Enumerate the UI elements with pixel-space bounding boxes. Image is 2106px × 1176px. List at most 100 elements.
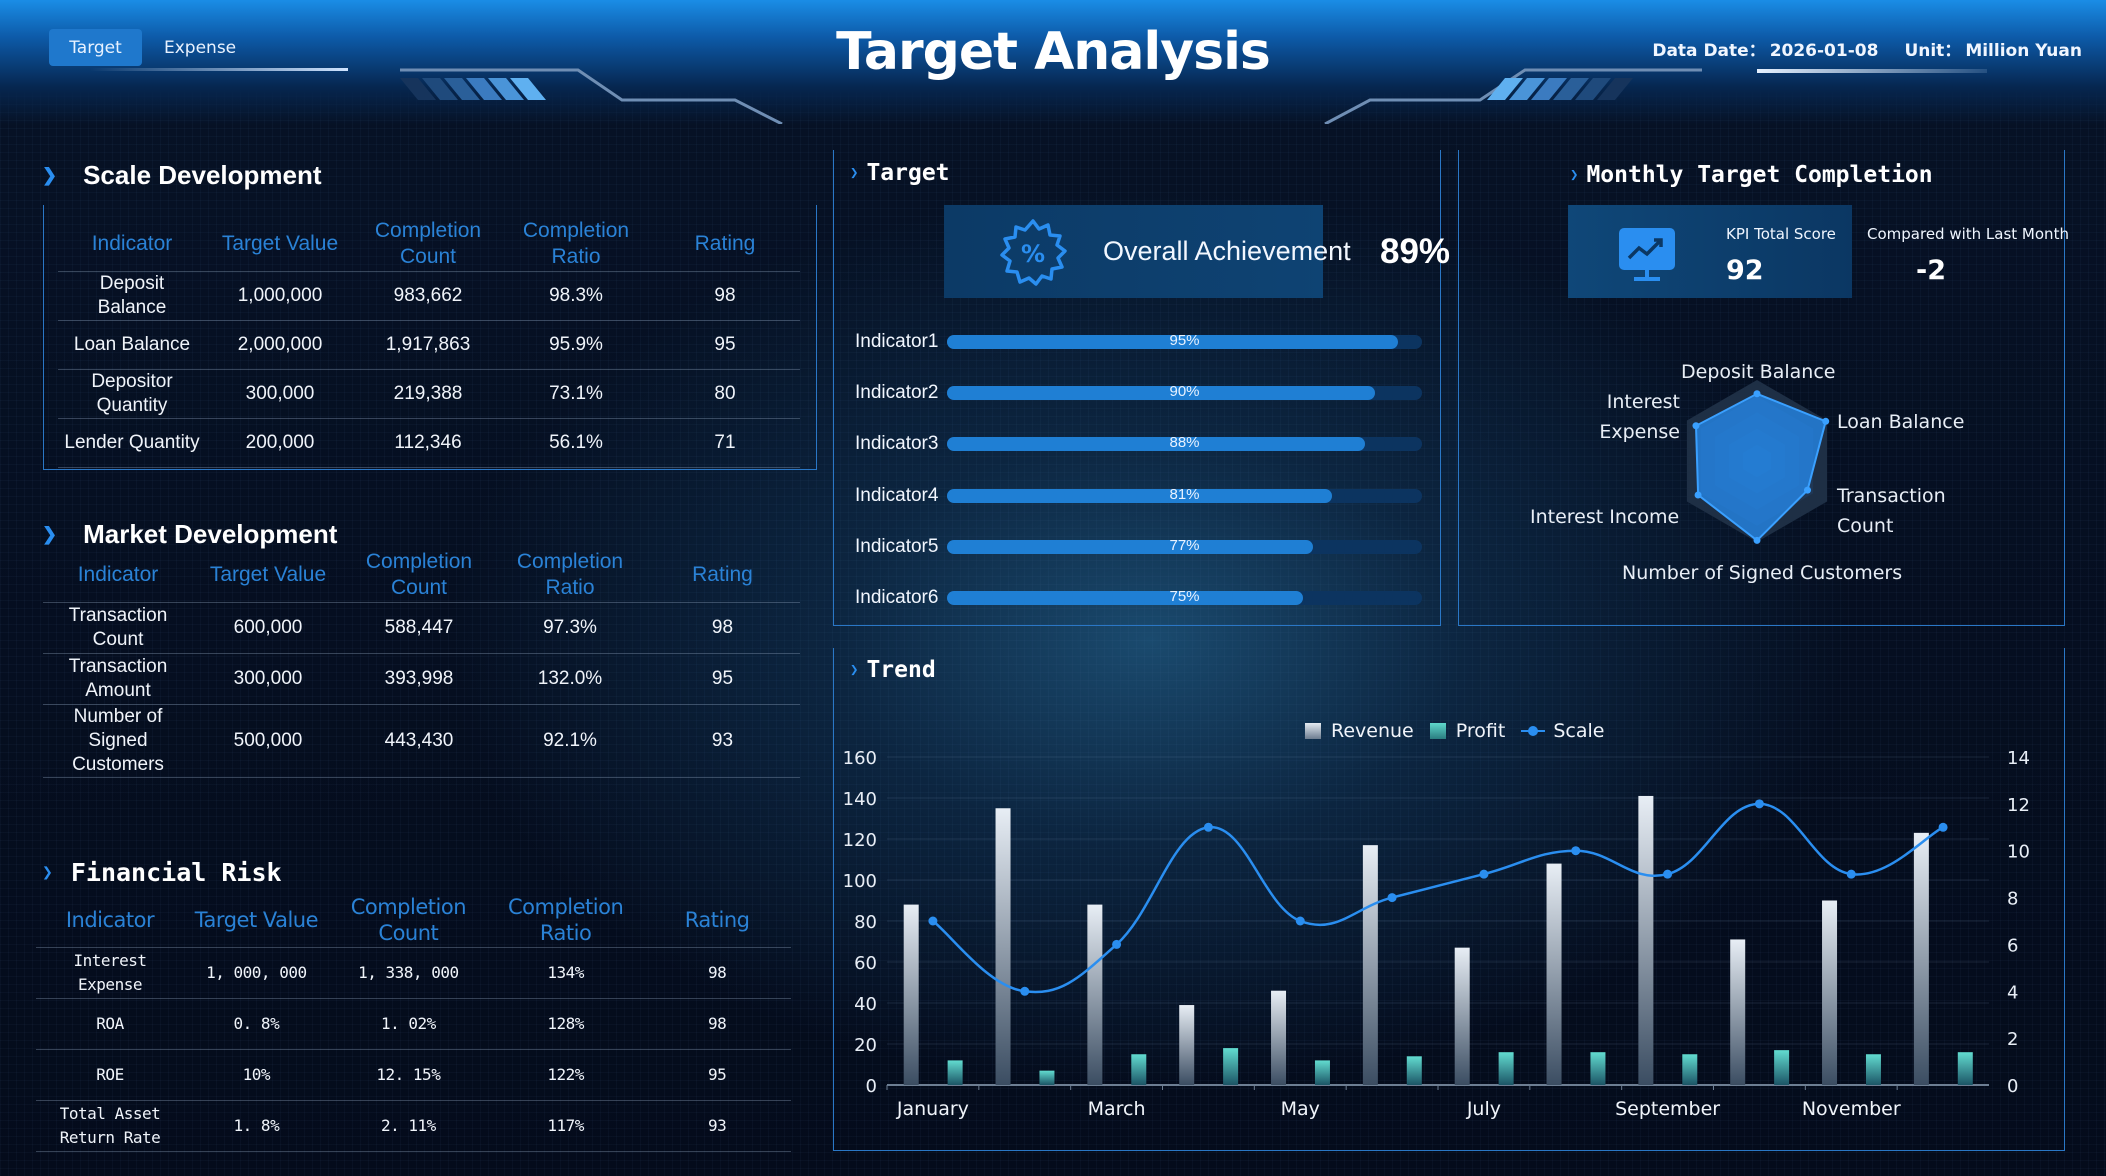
svg-text:8: 8 bbox=[2007, 889, 2018, 910]
table-row: Number of Signed Customers 500,000 443,4… bbox=[43, 703, 800, 778]
scale-development-title: ❯ Scale Development bbox=[42, 160, 322, 191]
column-header: Completion Ratio bbox=[508, 894, 624, 945]
svg-text:20: 20 bbox=[854, 1035, 877, 1056]
column-header: Target Value bbox=[194, 907, 319, 932]
decorative-lines-icon bbox=[400, 68, 783, 124]
percent-badge-icon: % bbox=[1000, 219, 1067, 286]
legend-profit[interactable]: Profit bbox=[1429, 720, 1505, 742]
table-row: Lender Quantity 200,000 112,346 56.1% 71 bbox=[58, 417, 800, 468]
market-development-table: Indicator Target Value Completion Count … bbox=[43, 549, 800, 778]
profit-swatch-icon bbox=[1429, 723, 1446, 739]
achievement-label: Overall Achievement bbox=[1103, 236, 1351, 266]
section-title-text: Target bbox=[866, 160, 950, 186]
table-row: Deposit Balance 1,000,000 983,662 98.3% … bbox=[58, 270, 800, 320]
table-row: ROE 10% 12. 15% 122% 95 bbox=[36, 1048, 791, 1100]
cell-rating: 95 bbox=[643, 1048, 791, 1100]
progress-track: 77% bbox=[947, 537, 1422, 554]
section-title-text: Monthly Target Completion bbox=[1586, 162, 1933, 188]
cell-indicator: Depositor Quantity bbox=[58, 368, 206, 418]
section-title-text: Scale Development bbox=[83, 160, 322, 190]
cell-indicator: ROE bbox=[36, 1048, 185, 1100]
cell-rating: 98 bbox=[645, 601, 800, 653]
column-header: Rating bbox=[694, 232, 756, 256]
kpi-total-score-value: 92 bbox=[1726, 255, 1764, 286]
cell-ratio: 132.0% bbox=[495, 652, 645, 704]
legend-scale[interactable]: Scale bbox=[1521, 720, 1604, 742]
progress-fill bbox=[947, 591, 1304, 605]
table-row: Loan Balance 2,000,000 1,917,863 95.9% 9… bbox=[58, 319, 800, 369]
cell-rating: 95 bbox=[645, 652, 800, 704]
chart-legend: Revenue Profit Scale bbox=[1305, 720, 1620, 742]
trend-title: ❯ Trend bbox=[850, 657, 936, 683]
scale-development-table: Indicator Target Value Completion Count … bbox=[58, 218, 800, 468]
radar-label-deposit-balance: Deposit Balance bbox=[1681, 361, 1836, 383]
svg-text:14: 14 bbox=[2007, 748, 2030, 769]
cell-count: 112,346 bbox=[354, 417, 502, 468]
column-header: Completion Count bbox=[374, 219, 482, 269]
cell-target: 300,000 bbox=[193, 652, 343, 704]
progress-track: 75% bbox=[947, 588, 1422, 605]
data-date-label: Data Date： bbox=[1652, 41, 1766, 61]
unit-label: Unit： bbox=[1904, 41, 1962, 61]
svg-text:September: September bbox=[1615, 1098, 1720, 1120]
svg-text:60: 60 bbox=[854, 953, 877, 974]
progress-track: 81% bbox=[947, 486, 1422, 503]
radar-label-interest-income: Interest Income bbox=[1530, 506, 1680, 528]
cell-indicator: Transaction Amount bbox=[43, 652, 193, 704]
column-header: Indicator bbox=[77, 563, 159, 587]
trend-panel bbox=[833, 648, 2065, 1151]
progress-fill bbox=[947, 489, 1332, 503]
progress-value: 75% bbox=[1169, 588, 1200, 605]
column-header: Target Value bbox=[221, 232, 339, 256]
legend-revenue[interactable]: Revenue bbox=[1305, 720, 1414, 742]
svg-text:%: % bbox=[1021, 240, 1045, 268]
indicator-label: Indicator4 bbox=[855, 485, 939, 506]
svg-text:160: 160 bbox=[843, 748, 877, 769]
chevron-right-icon: ❯ bbox=[850, 662, 859, 678]
cell-indicator: ROA bbox=[36, 997, 185, 1049]
svg-text:80: 80 bbox=[854, 912, 877, 933]
unit-value: Million Yuan bbox=[1965, 41, 2082, 61]
cell-target: 1, 000, 000 bbox=[184, 946, 329, 998]
cell-target: 10% bbox=[184, 1048, 329, 1100]
cell-ratio: 56.1% bbox=[502, 417, 650, 468]
indicator-label: Indicator1 bbox=[855, 331, 939, 352]
section-title-text: Financial Risk bbox=[70, 858, 282, 887]
cell-target: 300,000 bbox=[206, 368, 354, 418]
table-row: Total Asset Return Rate 1. 8% 2. 11% 117… bbox=[36, 1099, 791, 1152]
cell-indicator: Interest Expense bbox=[36, 946, 185, 998]
column-header: Rating bbox=[692, 563, 753, 587]
cell-target: 500,000 bbox=[193, 703, 343, 778]
column-header: Completion Ratio bbox=[516, 550, 624, 600]
cell-count: 393,998 bbox=[343, 652, 495, 704]
progress-fill bbox=[947, 335, 1399, 349]
progress-track: 88% bbox=[947, 434, 1422, 451]
target-title: ❯ Target bbox=[850, 160, 950, 186]
indicator-bar-row: Indicator3 88% bbox=[855, 432, 1425, 456]
indicator-bar-row: Indicator1 95% bbox=[855, 330, 1425, 354]
radar-label-transaction-count: Transaction Count bbox=[1837, 485, 1946, 537]
trend-chart: 0 20 40 60 80 100 120 140 160 0 2 4 6 8 10 12 14 January M… bbox=[843, 748, 2030, 1120]
cell-rating: 80 bbox=[650, 368, 800, 418]
svg-text:12: 12 bbox=[2007, 795, 2030, 816]
indicator-label: Indicator6 bbox=[855, 587, 939, 608]
target-panel bbox=[833, 150, 1441, 626]
svg-text:40: 40 bbox=[854, 994, 877, 1015]
svg-text:0: 0 bbox=[2007, 1076, 2018, 1097]
tab-target[interactable]: Target bbox=[49, 29, 142, 66]
kpi-total-score-label: KPI Total Score bbox=[1726, 225, 1836, 243]
financial-risk-table: Indicator Target Value Completion Count … bbox=[36, 893, 791, 1152]
cell-indicator: Number of Signed Customers bbox=[43, 703, 193, 778]
cell-ratio: 98.3% bbox=[502, 270, 650, 320]
cell-rating: 98 bbox=[643, 997, 791, 1049]
scale-line-swatch-icon bbox=[1521, 726, 1546, 736]
table-row: Transaction Amount 300,000 393,998 132.0… bbox=[43, 652, 800, 704]
compare-label: Compared with Last Month bbox=[1867, 225, 2069, 243]
svg-text:January: January bbox=[896, 1098, 969, 1120]
section-title-text: Trend bbox=[866, 657, 936, 683]
indicator-bar-row: Indicator4 81% bbox=[855, 484, 1425, 508]
column-header: Rating bbox=[684, 907, 750, 932]
svg-text:100: 100 bbox=[843, 871, 877, 892]
tab-expense[interactable]: Expense bbox=[164, 37, 237, 58]
cell-count: 983,662 bbox=[354, 270, 502, 320]
